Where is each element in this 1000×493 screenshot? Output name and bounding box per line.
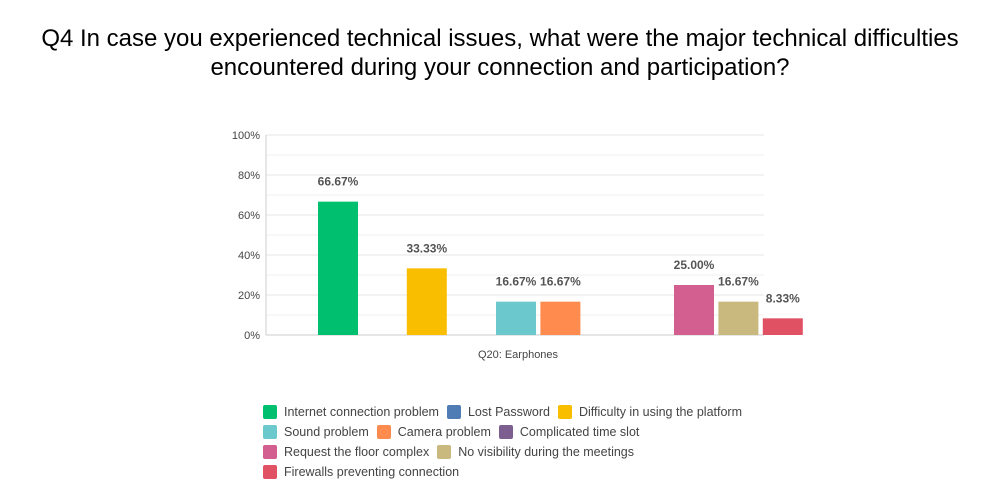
legend-swatch [557, 405, 572, 419]
y-tick-label: 20% [238, 290, 260, 302]
chart-title-line-2: encountered during your connection and p… [210, 54, 790, 81]
legend-row: Firewalls preventing connection [263, 462, 783, 482]
chart-title: Q4 In case you experienced technical iss… [0, 24, 1000, 82]
legend-swatch [376, 425, 391, 439]
y-tick-label: 40% [238, 250, 260, 262]
bar-data-label: 16.67% [540, 275, 581, 289]
legend-swatch [437, 445, 452, 459]
bar-5 [540, 301, 581, 335]
legend-item[interactable]: Request the floor complex [263, 445, 429, 459]
legend-item[interactable]: No visibility during the meetings [437, 445, 634, 459]
legend-swatch [263, 425, 277, 439]
chart-legend: Internet connection problem Lost Password… [263, 402, 783, 482]
legend-item[interactable]: Sound problem [263, 425, 369, 439]
bar-data-label: 16.67% [718, 275, 759, 289]
bar-1 [318, 201, 358, 335]
y-tick-label: 80% [238, 170, 260, 182]
legend-swatch [498, 425, 513, 439]
bar-chart: 0%20%40%60%80%100%66.67%33.33%16.67% 16.6… [232, 130, 803, 361]
legend-row: Internet connection problem Lost Password… [263, 402, 783, 422]
legend-label: Camera problem [397, 425, 491, 439]
y-tick-label: 60% [238, 210, 260, 222]
legend-label: Difficulty in using the platform [578, 405, 742, 419]
legend-swatch [446, 405, 461, 419]
legend-swatch [263, 465, 277, 479]
legend-label: Lost Password [467, 405, 550, 419]
bar-7 [674, 285, 714, 335]
legend-label: Request the floor complex [284, 445, 430, 459]
bar-4 [496, 301, 536, 335]
legend-item[interactable]: Lost Password [446, 405, 550, 419]
legend-item[interactable]: Firewalls preventing connection [263, 465, 459, 479]
legend-label: No visibility during the meetings [458, 445, 634, 459]
legend-swatch [263, 405, 277, 419]
legend-item[interactable]: Internet connection problem [263, 405, 439, 419]
bar-9 [762, 318, 803, 335]
legend-label: Sound problem [284, 425, 369, 439]
bar-data-label: 25.00% [674, 258, 715, 272]
legend-row: Sound problem Camera problem Complicated t… [263, 422, 783, 442]
legend-item[interactable]: Camera problem [376, 425, 491, 439]
legend-label: Firewalls preventing connection [284, 465, 460, 479]
chart-title-line-1: Q4 In case you experienced technical iss… [41, 25, 959, 52]
bar-data-label: 33.33% [406, 241, 447, 255]
y-tick-label: 100% [232, 130, 260, 142]
bar-data-label: 66.67% [318, 175, 359, 189]
y-tick-label: 0% [244, 330, 260, 342]
x-category-label: Q20: Earphones [478, 349, 559, 361]
bar-data-label: 8.33% [766, 291, 800, 305]
legend-label: Internet connection problem [284, 405, 439, 419]
bar-8 [718, 301, 759, 335]
legend-row: Request the floor complex No visibility d… [263, 442, 783, 462]
legend-label: Complicated time slot [519, 425, 640, 439]
legend-item[interactable]: Complicated time slot [498, 425, 640, 439]
bar-3 [406, 268, 447, 335]
legend-item[interactable]: Difficulty in using the platform [557, 405, 742, 419]
legend-swatch [263, 445, 277, 459]
bar-data-label: 16.67% [496, 275, 537, 289]
